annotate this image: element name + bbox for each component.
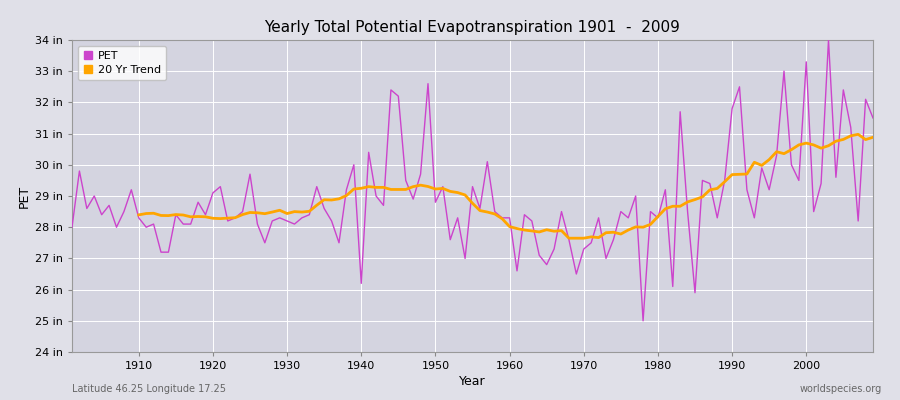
Y-axis label: PET: PET	[18, 184, 31, 208]
Text: Latitude 46.25 Longitude 17.25: Latitude 46.25 Longitude 17.25	[72, 384, 226, 394]
X-axis label: Year: Year	[459, 375, 486, 388]
Text: worldspecies.org: worldspecies.org	[800, 384, 882, 394]
Legend: PET, 20 Yr Trend: PET, 20 Yr Trend	[77, 46, 166, 80]
Title: Yearly Total Potential Evapotranspiration 1901  -  2009: Yearly Total Potential Evapotranspiratio…	[265, 20, 680, 35]
